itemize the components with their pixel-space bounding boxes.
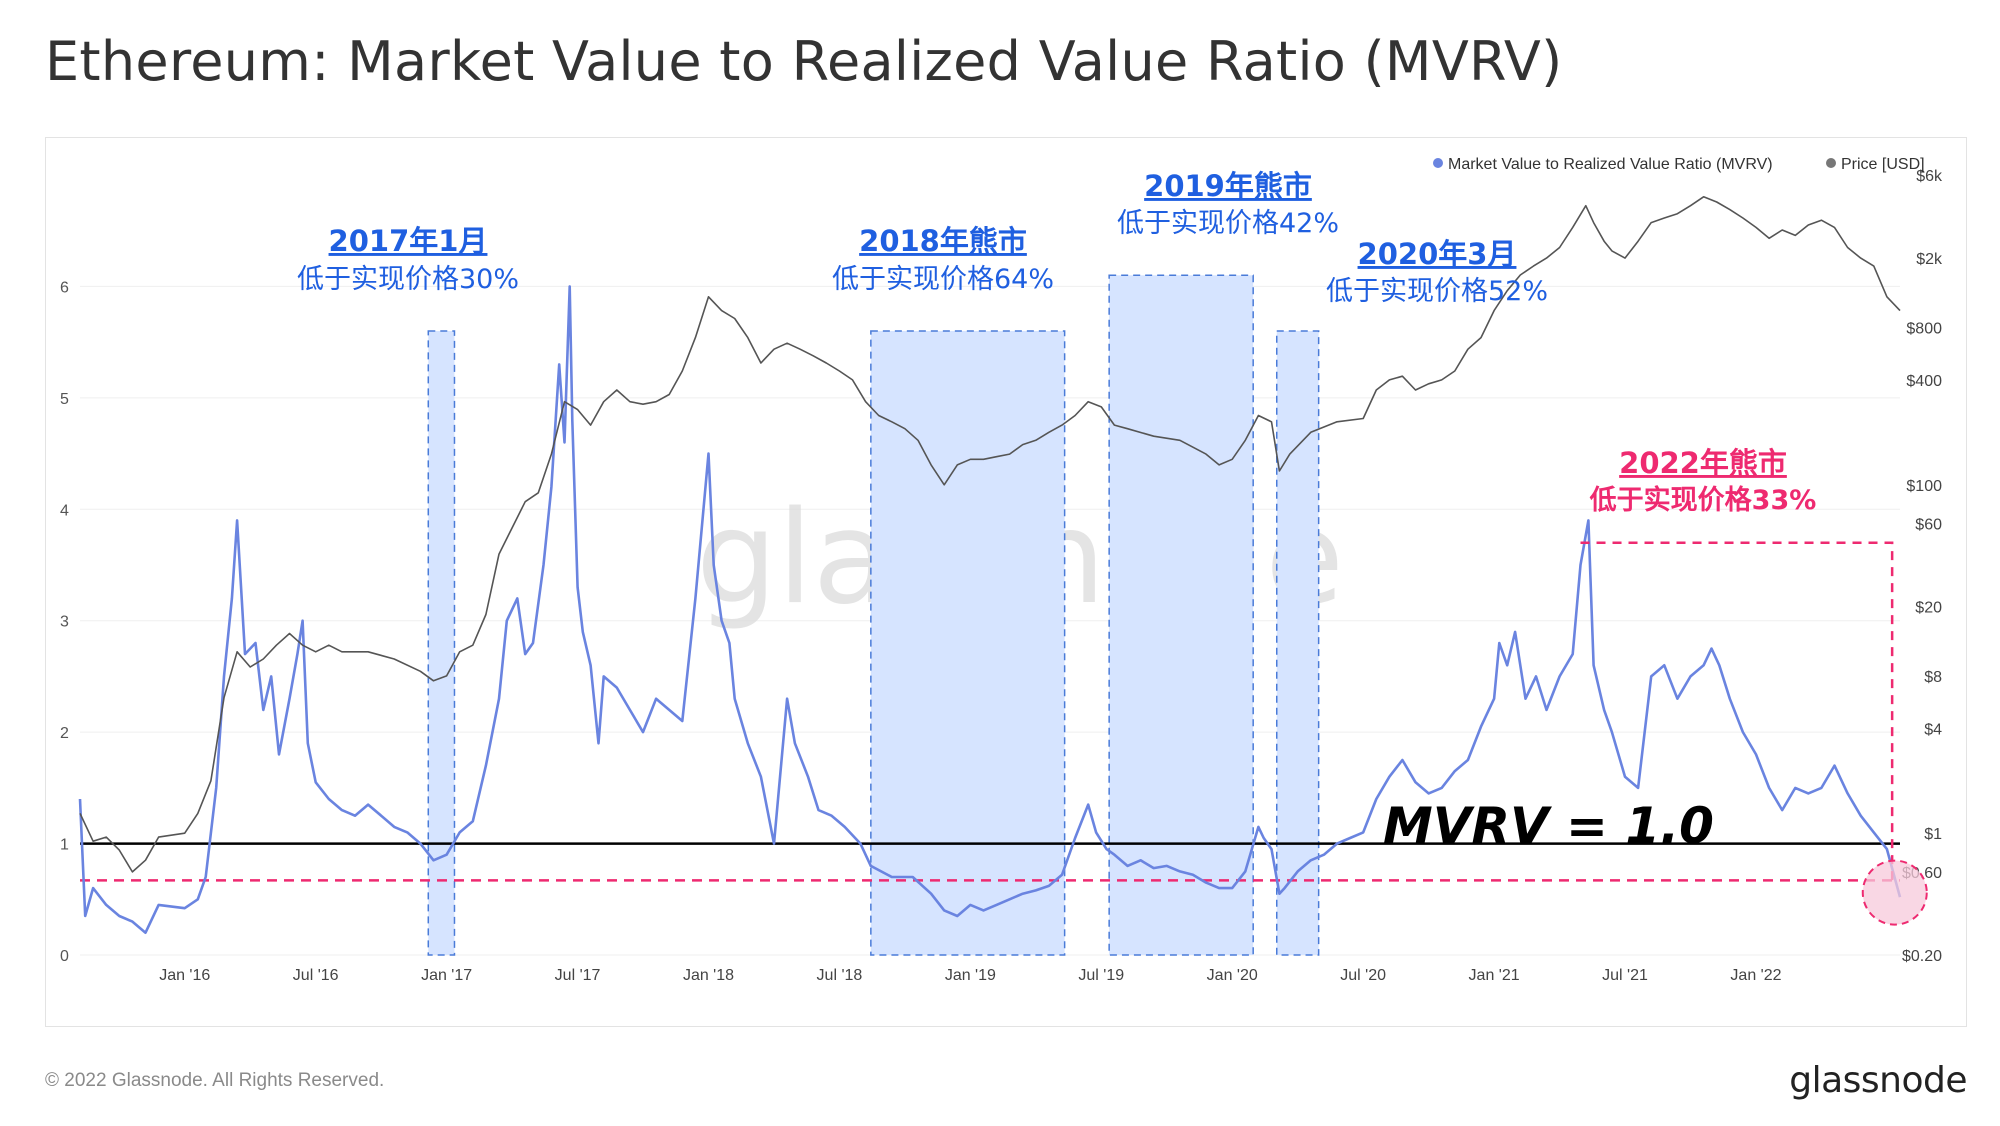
bear2022-markers (1580, 541, 1928, 926)
annotation-title: 2022年熊市 (1619, 446, 1787, 480)
y-left-tick-label: 1 (60, 837, 69, 854)
reference-lines (80, 842, 1900, 882)
mvrv-series-line (78, 285, 1902, 934)
y-right-tick-label: $1 (1924, 826, 1942, 843)
annotation-title: 2019年熊市 (1144, 169, 1312, 203)
highlight-period (427, 330, 456, 956)
bear2022-circle (1861, 859, 1928, 926)
highlight-period (1275, 330, 1320, 956)
y-right-tick-label: $4 (1924, 721, 1942, 738)
page-title: Ethereum: Market Value to Realized Value… (45, 30, 1563, 93)
x-tick-label: Jul '19 (1078, 967, 1124, 984)
y-right-tick-label: $8 (1924, 669, 1942, 686)
y-right-tick-label: $800 (1906, 320, 1942, 337)
y-left-tick-label: 5 (60, 391, 69, 408)
y-right-tick-label: $6k (1916, 168, 1943, 185)
x-tick-label: Jan '19 (945, 967, 996, 984)
highlight-periods (427, 274, 1320, 956)
series (78, 196, 1902, 934)
price-series-line (79, 196, 1901, 873)
x-tick-label: Jul '21 (1602, 967, 1648, 984)
highlight-period (870, 330, 1066, 956)
y-left-tick-label: 4 (60, 502, 69, 519)
x-tick-label: Jan '21 (1469, 967, 1520, 984)
annotation-bear2018: 2018年熊市 低于实现价格64% (832, 224, 1054, 295)
y-right-tick-label: $0.20 (1902, 948, 1942, 965)
highlight-period (1108, 274, 1254, 956)
annotation-bear2022: 2022年熊市 低于实现价格33% (1589, 446, 1817, 516)
annotation-bear2019: 2019年熊市 低于实现价格42% (1117, 169, 1339, 239)
annotation-subtitle: 低于实现价格64% (832, 264, 1054, 295)
annotation-subtitle: 低于实现价格33% (1589, 484, 1817, 516)
copyright: © 2022 Glassnode. All Rights Reserved. (45, 1070, 385, 1091)
y-left-tick-label: 0 (60, 948, 69, 965)
annotation-subtitle: 低于实现价格42% (1117, 208, 1339, 239)
y-left-tick-label: 3 (60, 614, 69, 631)
legend-label: Market Value to Realized Value Ratio (MV… (1448, 156, 1773, 173)
bear2022-bracket (1580, 541, 1894, 881)
x-tick-label: Jul '18 (817, 967, 863, 984)
annotation-subtitle: 低于实现价格30% (297, 264, 519, 295)
x-tick-label: Jan '20 (1207, 967, 1258, 984)
legend-marker (1433, 158, 1443, 168)
x-tick-label: Jan '18 (683, 967, 734, 984)
x-tick-label: Jan '17 (421, 967, 472, 984)
glassnode-logo[interactable]: glassnode (1789, 1060, 1967, 1101)
legend-label: Price [USD] (1841, 156, 1925, 173)
annotation-title: 2017年1月 (329, 224, 488, 258)
y-right-tick-label: $100 (1906, 478, 1942, 495)
y-left-tick-label: 2 (60, 725, 69, 742)
y-right-tick-label: $20 (1915, 600, 1942, 617)
legend-marker (1826, 158, 1836, 168)
y-right-tick-label: $2k (1916, 251, 1943, 268)
annotation-title: 2018年熊市 (859, 224, 1027, 258)
y-left-tick-label: 6 (60, 279, 69, 296)
annotation-mar2020: 2020年3月 低于实现价格52% (1326, 237, 1548, 307)
annotation-jan2017: 2017年1月 低于实现价格30% (297, 224, 519, 295)
mvrv-ref-label: MVRV = 1.0 (1383, 797, 1714, 855)
x-tick-label: Jan '22 (1730, 967, 1781, 984)
y-right-tick-label: $60 (1915, 516, 1942, 533)
annotation-title: 2020年3月 (1358, 237, 1517, 271)
axes: 0123456$0.20$0.60$1$4$8$20$60$100$400$80… (60, 168, 1943, 984)
x-tick-label: Jul '20 (1340, 967, 1386, 984)
x-tick-label: Jul '16 (293, 967, 339, 984)
x-tick-label: Jul '17 (555, 967, 601, 984)
y-right-tick-label: $400 (1906, 373, 1942, 390)
legend[interactable]: Market Value to Realized Value Ratio (MV… (1433, 156, 1925, 173)
x-tick-label: Jan '16 (159, 967, 210, 984)
annotation-subtitle: 低于实现价格52% (1326, 276, 1548, 307)
